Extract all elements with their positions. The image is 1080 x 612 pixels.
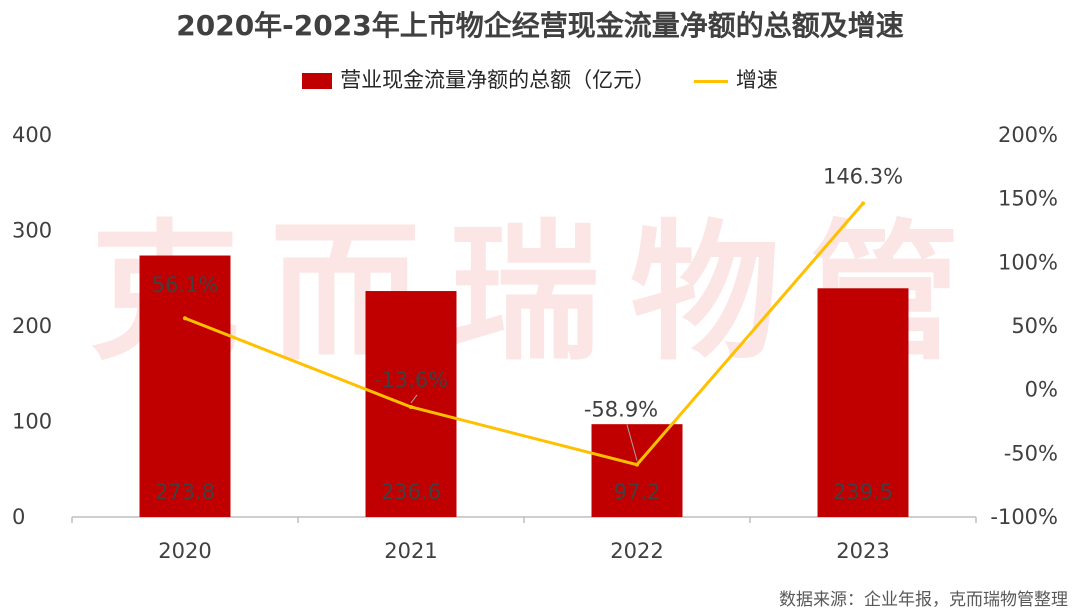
legend-bar-label: 营业现金流量净额的总额（亿元） bbox=[340, 68, 656, 92]
legend-item-bar: 营业现金流量净额的总额（亿元） bbox=[302, 64, 655, 94]
growth-line bbox=[184, 202, 865, 467]
legend-line-label: 增速 bbox=[735, 68, 778, 92]
growth-label-leader bbox=[410, 394, 418, 404]
chart-title: 2020年-2023年上市物企经营现金流量净额的总额及增速 bbox=[176, 9, 904, 42]
x-tick-label: 2022 bbox=[610, 539, 663, 563]
y-right-tick-label: -100% bbox=[990, 505, 1058, 529]
legend-line-swatch bbox=[693, 79, 728, 83]
y-left-tick-label: 200 bbox=[12, 314, 52, 338]
y-left-tick-label: 400 bbox=[12, 123, 52, 147]
growth-value-label: -13.6% bbox=[374, 368, 448, 392]
y-right-tick-label: -50% bbox=[1004, 441, 1058, 465]
bar-value-label: 236.6 bbox=[381, 480, 441, 504]
bar bbox=[817, 288, 909, 517]
y-left-tick-label: 0 bbox=[12, 505, 25, 529]
y-right-tick-label: 100% bbox=[998, 250, 1058, 274]
legend: 营业现金流量净额的总额（亿元） 增速 bbox=[0, 64, 1080, 94]
y-right-tick-label: 50% bbox=[1011, 314, 1058, 338]
x-tick-label: 2020 bbox=[158, 539, 211, 563]
x-tick-label: 2023 bbox=[836, 539, 889, 563]
bar bbox=[591, 424, 683, 517]
growth-value-label: -58.9% bbox=[584, 398, 658, 422]
y-right-tick-label: 150% bbox=[998, 187, 1058, 211]
growth-label-leader bbox=[626, 424, 638, 461]
growth-point bbox=[861, 201, 865, 206]
growth-point bbox=[409, 404, 413, 409]
watermark: 克而瑞物管 bbox=[90, 207, 990, 381]
legend-item-line: 增速 bbox=[693, 64, 778, 94]
growth-value-label: 56.1% bbox=[152, 273, 219, 297]
source-note: 数据来源：企业年报，克而瑞物管整理 bbox=[779, 590, 1068, 610]
y-left-tick-label: 300 bbox=[12, 219, 52, 243]
bar-value-label: 239.5 bbox=[833, 480, 893, 504]
growth-value-label: 146.3% bbox=[823, 164, 903, 188]
growth-point bbox=[183, 316, 187, 321]
bar bbox=[139, 255, 231, 517]
bar bbox=[365, 291, 457, 517]
growth-point bbox=[635, 462, 639, 467]
bar-value-label: 97.2 bbox=[614, 480, 661, 504]
y-right-tick-label: 200% bbox=[998, 123, 1058, 147]
legend-bar-swatch bbox=[302, 73, 333, 89]
bar-value-label: 273.8 bbox=[155, 480, 215, 504]
x-tick-label: 2021 bbox=[384, 539, 437, 563]
y-right-tick-label: 0% bbox=[1025, 378, 1058, 402]
y-left-tick-label: 100 bbox=[12, 410, 52, 434]
